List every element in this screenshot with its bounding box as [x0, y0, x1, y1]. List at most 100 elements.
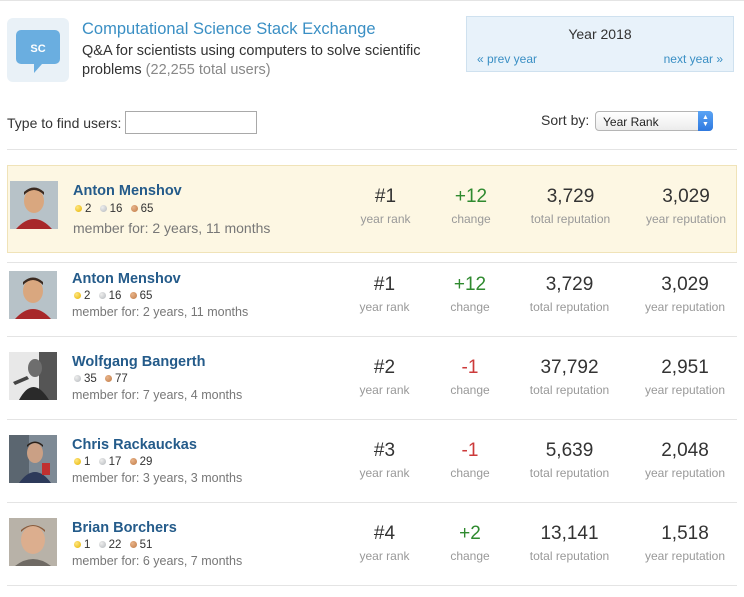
- member-duration: member for: 2 years, 11 months: [72, 305, 249, 319]
- member-duration: member for: 2 years, 11 months: [73, 220, 271, 236]
- bronze-badge-count: 29: [139, 456, 153, 468]
- year-reputation-label: year reputation: [644, 549, 726, 563]
- total-reputation-value: 37,792: [540, 357, 599, 378]
- silver-badge-icon: [98, 541, 106, 548]
- year-label: Year 2018: [568, 26, 632, 42]
- total-reputation: 3,729 total reputation: [517, 274, 622, 314]
- total-reputation-value: 3,729: [546, 186, 595, 207]
- avatar[interactable]: [9, 352, 57, 400]
- rank-change: +2 change: [435, 523, 505, 563]
- silver-badge-icon: [74, 375, 81, 382]
- select-arrows-icon: ▲ ▼: [698, 111, 713, 131]
- bronze-badge-count: 65: [139, 290, 153, 302]
- site-logo-icon[interactable]: SC: [7, 18, 69, 82]
- year-rank-value: #3: [373, 440, 396, 461]
- year-reputation: 3,029 year reputation: [635, 274, 735, 314]
- avatar[interactable]: [9, 518, 57, 566]
- rank-change-value: -1: [461, 440, 479, 461]
- silver-badge-count: 17: [108, 456, 122, 468]
- sort-selected-value: Year Rank: [603, 115, 659, 129]
- site-title[interactable]: Computational Science Stack Exchange: [82, 20, 376, 38]
- year-reputation: 1,518 year reputation: [635, 523, 735, 563]
- year-reputation-label: year reputation: [644, 300, 726, 314]
- silver-badge-count: 35: [84, 373, 97, 385]
- year-rank: #3 year rank: [347, 440, 422, 480]
- user-row: Anton Menshov 2 16 65 member for: 2 year…: [7, 263, 737, 345]
- user-name-link[interactable]: Anton Menshov: [72, 271, 181, 287]
- bronze-badge-icon: [129, 458, 137, 465]
- total-reputation-label: total reputation: [530, 212, 611, 226]
- user-name-link[interactable]: Anton Menshov: [73, 183, 182, 199]
- gold-badge-icon: [74, 458, 81, 465]
- gold-badge-icon: [75, 205, 82, 212]
- year-reputation-value: 2,048: [661, 440, 709, 461]
- user-name-link[interactable]: Brian Borchers: [72, 520, 177, 536]
- year-rank: #1 year rank: [347, 274, 422, 314]
- find-users-input[interactable]: [125, 111, 257, 134]
- rank-change-value: +2: [459, 523, 481, 544]
- avatar[interactable]: [9, 271, 57, 319]
- bronze-badge-count: 51: [139, 539, 153, 551]
- member-duration: member for: 6 years, 7 months: [72, 554, 243, 568]
- year-rank-label: year rank: [360, 212, 411, 226]
- bronze-badge-icon: [129, 292, 137, 299]
- total-reputation-label: total reputation: [529, 300, 610, 314]
- bronze-badge-count: 77: [115, 373, 128, 385]
- total-reputation-label: total reputation: [529, 549, 610, 563]
- silver-badge-count: 22: [108, 539, 122, 551]
- gold-badge-count: 1: [84, 539, 91, 551]
- gold-badge-icon: [74, 292, 81, 299]
- user-row: Anton Menshov 2 16 65 member for: 2 year…: [7, 165, 737, 253]
- rank-change-value: +12: [454, 186, 488, 207]
- year-rank-label: year rank: [359, 383, 410, 397]
- top-divider: [0, 0, 744, 1]
- total-reputation-value: 3,729: [545, 274, 594, 295]
- silver-badge-icon: [98, 292, 106, 299]
- avatar[interactable]: [9, 435, 57, 483]
- total-reputation: 5,639 total reputation: [517, 440, 622, 480]
- prev-year-link[interactable]: « prev year: [477, 52, 538, 66]
- year-reputation-value: 3,029: [661, 274, 709, 295]
- bronze-badge-count: 65: [140, 203, 154, 215]
- rank-change-label: change: [450, 466, 490, 480]
- user-name-link[interactable]: Wolfgang Bangerth: [72, 354, 206, 370]
- row-divider: [7, 585, 737, 586]
- badge-counts: 2 16 65: [74, 290, 157, 302]
- rank-change: +12 change: [436, 186, 506, 226]
- find-users-label: Type to find users:: [7, 115, 122, 131]
- avatar[interactable]: [10, 181, 58, 229]
- user-row: Brian Borchers 1 22 51 member for: 6 yea…: [7, 512, 737, 594]
- badge-counts: 35 77: [74, 373, 133, 385]
- year-rank-value: #2: [373, 357, 396, 378]
- year-rank-label: year rank: [359, 549, 410, 563]
- total-reputation-value: 13,141: [540, 523, 599, 544]
- total-reputation: 37,792 total reputation: [517, 357, 622, 397]
- sort-label: Sort by:: [541, 112, 590, 128]
- silver-badge-icon: [99, 205, 107, 212]
- row-divider: [7, 336, 737, 337]
- year-rank-label: year rank: [359, 300, 410, 314]
- badge-counts: 2 16 65: [75, 203, 158, 215]
- silver-badge-icon: [98, 458, 106, 465]
- year-reputation-value: 3,029: [662, 186, 710, 207]
- year-rank-value: #4: [373, 523, 396, 544]
- year-reputation-label: year reputation: [644, 466, 726, 480]
- year-rank: #4 year rank: [347, 523, 422, 563]
- gold-badge-icon: [74, 541, 81, 548]
- row-divider: [7, 419, 737, 420]
- rank-change-label: change: [451, 212, 491, 226]
- bronze-badge-icon: [105, 375, 112, 382]
- rank-change-value: +12: [453, 274, 487, 295]
- rank-change: +12 change: [435, 274, 505, 314]
- year-reputation-label: year reputation: [644, 383, 726, 397]
- year-rank: #2 year rank: [347, 357, 422, 397]
- year-rank-value: #1: [374, 186, 397, 207]
- user-name-link[interactable]: Chris Rackauckas: [72, 437, 197, 453]
- site-logo-text: SC: [30, 43, 45, 55]
- next-year-link[interactable]: next year »: [663, 52, 723, 66]
- gold-badge-count: 2: [84, 290, 91, 302]
- site-description-text: Q&A for scientists using computers to so…: [82, 43, 421, 78]
- sort-select[interactable]: Year Rank ▲ ▼: [595, 111, 713, 131]
- year-reputation-label: year reputation: [645, 212, 727, 226]
- year-reputation: 2,951 year reputation: [635, 357, 735, 397]
